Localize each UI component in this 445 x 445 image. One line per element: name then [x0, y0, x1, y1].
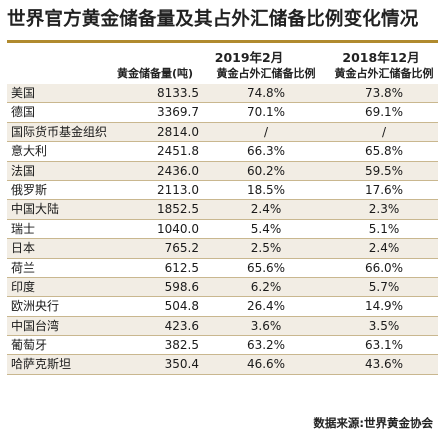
reserve-cell: 612.5 [164, 260, 199, 275]
ratio-2018-cell: 17.6% [364, 182, 404, 197]
table-row: 中国台湾 423.6 3.6% 3.5% [7, 316, 438, 337]
reserve-cell: 2436.0 [157, 163, 199, 178]
table-row: 意大利 2451.8 66.3% 65.8% [7, 142, 438, 162]
ratio-2019-cell: / [263, 124, 269, 139]
ratio-2019-cell: 3.6% [250, 318, 282, 333]
table-row: 欧洲央行 504.8 26.4% 14.9% [7, 297, 438, 318]
ratio-2018-cell: 5.1% [368, 221, 400, 236]
reserve-cell: 350.4 [164, 357, 199, 372]
ratio-2019-cell: 60.2% [246, 163, 286, 178]
ratio-2018-cell: 43.6% [364, 357, 404, 372]
table-row: 日本 765.2 2.5% 2.4% [7, 239, 438, 259]
country-cell: 法国 [11, 163, 36, 178]
reserve-cell: 504.8 [164, 299, 199, 314]
reserve-cell: 2814.0 [157, 124, 199, 139]
table-row: 印度 598.6 6.2% 5.7% [7, 277, 438, 298]
table-row: 哈萨克斯坦 350.4 46.6% 43.6% [7, 355, 438, 376]
table-row: 美国 8133.5 74.8% 73.8% [7, 84, 438, 104]
ratio-2018-cell: 2.4% [368, 241, 400, 256]
page-title: 世界官方黄金储备量及其占外汇储备比例变化情况 [7, 0, 438, 43]
country-cell: 中国台湾 [11, 318, 60, 333]
reserve-cell: 598.6 [164, 279, 199, 294]
country-cell: 国际货币基金组织 [11, 124, 108, 139]
country-cell: 葡萄牙 [11, 338, 48, 353]
ratio-2019-cell: 5.4% [250, 221, 282, 236]
reserve-cell: 8133.5 [157, 86, 199, 100]
table-body: 美国 8133.5 74.8% 73.8% 德国 3369.7 70.1% 69.1% 国际货币… [7, 84, 438, 376]
ratio-2019-cell: 46.6% [246, 357, 286, 372]
table-row: 法国 2436.0 60.2% 59.5% [7, 161, 438, 182]
ratio-2019-cell: 26.4% [246, 299, 286, 314]
reserve-cell: 423.6 [164, 318, 199, 333]
country-cell: 荷兰 [11, 260, 36, 275]
column-header-ratio-2019: 黄金占外汇储备比例 [216, 67, 316, 80]
table-row: 葡萄牙 382.5 63.2% 63.1% [7, 336, 438, 356]
reserve-cell: 3369.7 [157, 105, 199, 120]
ratio-2019-cell: 6.2% [250, 279, 282, 294]
ratio-2018-cell: 2.3% [368, 202, 400, 217]
country-cell: 俄罗斯 [11, 182, 48, 197]
reserve-cell: 2113.0 [157, 182, 199, 197]
ratio-2018-cell: / [381, 124, 387, 139]
country-cell: 瑞士 [11, 221, 36, 236]
country-cell: 印度 [11, 279, 36, 294]
table-row: 中国大陆 1852.5 2.4% 2.3% [7, 200, 438, 221]
reserve-cell: 765.2 [164, 241, 199, 256]
ratio-2018-cell: 69.1% [364, 105, 404, 120]
country-cell: 日本 [11, 241, 36, 256]
ratio-2019-cell: 66.3% [246, 144, 286, 159]
country-cell: 欧洲央行 [11, 299, 60, 314]
ratio-2019-cell: 70.1% [246, 105, 286, 120]
country-cell: 哈萨克斯坦 [11, 357, 72, 372]
ratio-2019-cell: 65.6% [246, 260, 286, 275]
ratio-2019-cell: 2.5% [250, 241, 282, 256]
column-header-reserve: 黄金储备量(吨) [116, 67, 194, 80]
ratio-2018-cell: 59.5% [364, 163, 404, 178]
ratio-2019-cell: 74.8% [246, 86, 286, 100]
ratio-2018-cell: 66.0% [364, 260, 404, 275]
table-row: 德国 3369.7 70.1% 69.1% [7, 103, 438, 124]
ratio-2018-cell: 14.9% [364, 299, 404, 314]
ratio-2018-cell: 73.8% [364, 86, 404, 100]
column-header-ratio-2018: 黄金占外汇储备比例 [334, 67, 434, 80]
country-cell: 德国 [11, 105, 36, 120]
country-cell: 中国大陆 [11, 202, 60, 217]
table-row: 国际货币基金组织 2814.0 / / [7, 122, 438, 143]
ratio-2019-cell: 2.4% [250, 202, 282, 217]
ratio-2019-cell: 18.5% [246, 182, 286, 197]
ratio-2018-cell: 65.8% [364, 144, 404, 159]
reserve-cell: 382.5 [164, 338, 199, 353]
ratio-2018-cell: 5.7% [368, 279, 400, 294]
reserve-cell: 2451.8 [157, 144, 199, 159]
table-row: 瑞士 1040.0 5.4% 5.1% [7, 220, 438, 240]
country-cell: 意大利 [11, 144, 48, 159]
reserve-cell: 1040.0 [157, 221, 199, 236]
ratio-2018-cell: 63.1% [364, 338, 404, 353]
country-cell: 美国 [11, 86, 36, 100]
ratio-2018-cell: 3.5% [368, 318, 400, 333]
table-header: 2019年2月 2018年12月 黄金储备量(吨) 黄金占外汇储备比例 黄金占外… [7, 43, 438, 84]
reserve-cell: 1852.5 [157, 202, 199, 217]
table-row: 俄罗斯 2113.0 18.5% 17.6% [7, 181, 438, 201]
period-2018-header: 2018年12月 [342, 50, 420, 65]
table-row: 荷兰 612.5 65.6% 66.0% [7, 259, 438, 279]
data-source-note: 数据来源:世界黄金协会 [313, 416, 433, 430]
ratio-2019-cell: 63.2% [246, 338, 286, 353]
period-2019-header: 2019年2月 [214, 50, 284, 65]
